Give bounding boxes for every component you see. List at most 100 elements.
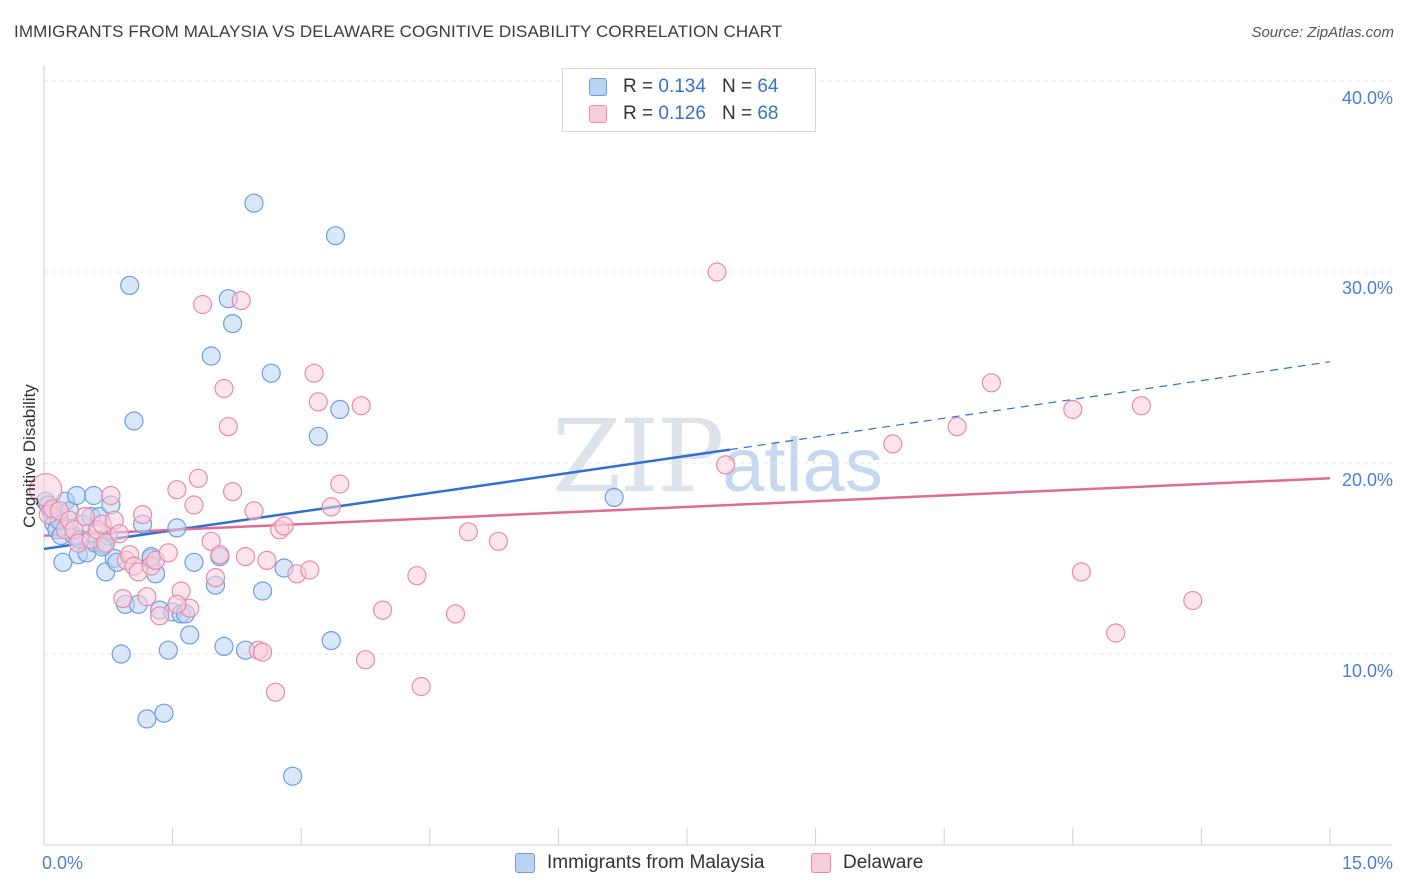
point-malaysia: [137, 709, 157, 729]
point-delaware: [133, 504, 153, 525]
axes: [43, 66, 1392, 846]
watermark-atlas: atlas: [722, 423, 883, 508]
point-delaware: [210, 545, 230, 565]
y-tick-label-30: 30.0%: [1342, 278, 1393, 298]
point-delaware: [707, 262, 727, 282]
legend-item-delaware[interactable]: Delaware: [811, 852, 923, 874]
point-malaysia: [201, 346, 221, 366]
point-malaysia: [244, 193, 264, 213]
legend-r-value: 0.126: [658, 103, 706, 124]
point-malaysia: [214, 636, 234, 657]
point-malaysia: [330, 399, 350, 420]
point-delaware: [184, 495, 204, 515]
legend-label-malaysia: Immigrants from Malaysia: [547, 852, 765, 873]
point-delaware: [883, 434, 903, 454]
point-delaware: [201, 531, 221, 551]
point-delaware: [150, 606, 170, 626]
y-tick-label-40: 40.0%: [1342, 88, 1393, 108]
point-malaysia: [223, 314, 243, 334]
x-tick-label-min: 0.0%: [42, 853, 83, 873]
x-tick-label-max: 15.0%: [1342, 853, 1393, 873]
legend-n-value: 68: [757, 103, 779, 124]
point-malaysia: [308, 426, 328, 446]
legend-swatch-pink: [811, 853, 831, 873]
point-malaysia: [184, 552, 204, 572]
point-malaysia: [84, 485, 104, 506]
point-delaware: [244, 501, 264, 521]
y-axis-label: Cognitive Disability: [20, 384, 39, 528]
point-delaware: [947, 417, 967, 437]
point-malaysia: [604, 487, 624, 507]
point-delaware: [407, 566, 427, 586]
point-delaware: [373, 600, 393, 620]
point-delaware: [1106, 623, 1126, 643]
point-delaware: [253, 642, 273, 662]
point-malaysia: [167, 518, 187, 538]
point-malaysia: [180, 625, 200, 645]
regression-extension-malaysia: [729, 361, 1331, 451]
point-delaware: [1071, 562, 1092, 582]
point-malaysia: [325, 226, 346, 246]
y-tick-label-20: 20.0%: [1342, 470, 1393, 490]
point-delaware: [1183, 590, 1203, 611]
regression-line-delaware: [43, 477, 1331, 537]
point-malaysia: [111, 644, 131, 664]
point-delaware: [265, 682, 286, 702]
point-delaware: [715, 455, 736, 475]
point-malaysia: [283, 766, 303, 786]
point-delaware: [96, 533, 116, 553]
data-points: [29, 193, 1203, 786]
point-delaware: [223, 482, 243, 502]
chart-title: IMMIGRANTS FROM MALAYSIA VS DELAWARE COG…: [14, 22, 783, 41]
point-malaysia: [253, 581, 273, 601]
point-delaware: [218, 417, 238, 437]
point-delaware: [113, 588, 133, 609]
point-delaware: [75, 506, 95, 527]
point-delaware: [355, 650, 376, 670]
point-malaysia: [261, 363, 281, 383]
point-delaware: [308, 392, 328, 412]
point-malaysia: [53, 552, 73, 572]
legend-label-delaware: Delaware: [843, 852, 924, 873]
point-delaware: [488, 531, 508, 551]
point-delaware: [137, 587, 157, 607]
point-delaware: [167, 480, 187, 500]
legend-n-label: N =: [721, 103, 753, 124]
point-delaware: [351, 396, 371, 416]
point-delaware: [300, 560, 320, 580]
watermark-zip: ZIP: [552, 398, 724, 515]
gridlines: [44, 80, 1392, 655]
point-delaware: [193, 294, 213, 315]
point-delaware: [167, 594, 187, 614]
correlation-legend: R = 0.134 N = 64 R = 0.126 N = 68: [562, 68, 816, 132]
legend-r-label: R =: [623, 76, 654, 97]
point-delaware: [101, 485, 121, 506]
regression-line-malaysia: [43, 448, 731, 551]
point-delaware: [231, 291, 251, 311]
point-delaware: [445, 604, 466, 624]
point-delaware: [411, 676, 431, 697]
legend-swatch-blue: [589, 78, 607, 96]
point-delaware: [274, 516, 294, 536]
regression-lines: [43, 361, 1331, 551]
legend-n-label: N =: [721, 76, 753, 97]
legend-r-value: 0.134: [658, 76, 706, 97]
source-credit: Source: ZipAtlas.com: [1251, 24, 1394, 41]
point-delaware: [188, 468, 208, 488]
point-delaware: [458, 522, 478, 542]
point-malaysia: [66, 485, 87, 506]
legend-item-malaysia[interactable]: Immigrants from Malaysia: [515, 852, 765, 874]
legend-r-label: R =: [623, 103, 654, 124]
point-delaware: [1063, 399, 1083, 420]
point-delaware: [321, 497, 341, 517]
watermark: ZIPatlas: [552, 398, 883, 515]
y-tick-label-10: 10.0%: [1342, 661, 1393, 681]
legend-n-value: 64: [757, 76, 779, 97]
legend-swatch-pink: [589, 105, 607, 123]
legend-row-malaysia: R = 0.134 N = 64: [589, 75, 778, 99]
point-delaware: [235, 546, 256, 567]
legend-swatch-blue: [515, 853, 535, 873]
point-delaware: [981, 373, 1002, 393]
point-delaware: [214, 378, 234, 399]
